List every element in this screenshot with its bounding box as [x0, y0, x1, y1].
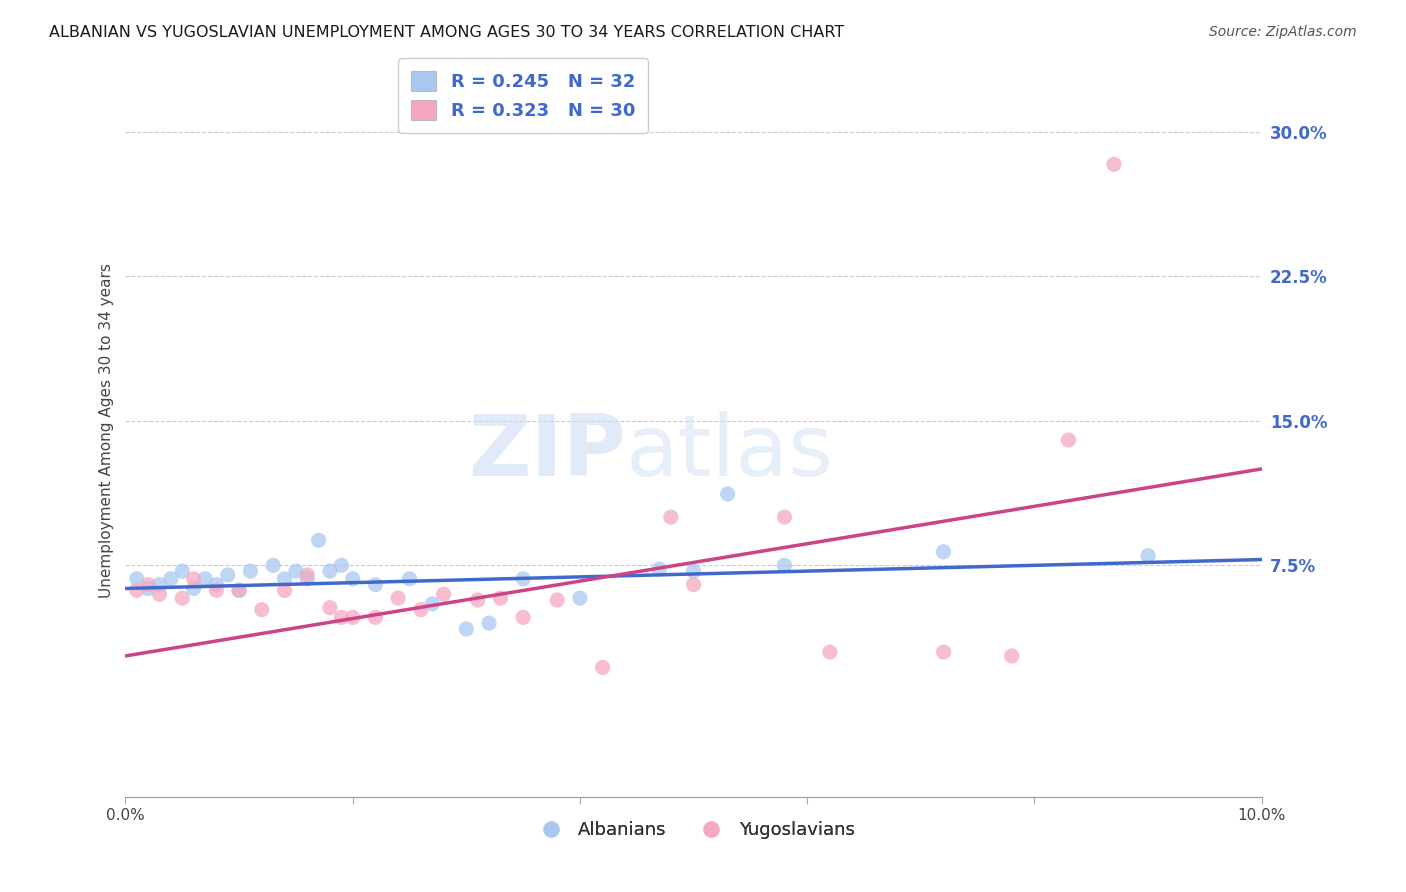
Point	[1102, 157, 1125, 171]
Point	[932, 545, 955, 559]
Point	[125, 583, 148, 598]
Legend: Albanians, Yugoslavians: Albanians, Yugoslavians	[526, 814, 862, 847]
Point	[148, 587, 170, 601]
Point	[217, 568, 239, 582]
Point	[512, 610, 534, 624]
Point	[342, 572, 364, 586]
Point	[456, 622, 478, 636]
Point	[205, 577, 228, 591]
Point	[773, 558, 796, 573]
Point	[512, 572, 534, 586]
Point	[319, 564, 342, 578]
Point	[467, 593, 489, 607]
Point	[262, 558, 284, 573]
Point	[648, 562, 671, 576]
Point	[398, 572, 420, 586]
Point	[489, 591, 512, 606]
Point	[172, 564, 194, 578]
Point	[546, 593, 568, 607]
Point	[659, 510, 682, 524]
Point	[250, 602, 273, 616]
Point	[932, 645, 955, 659]
Point	[330, 558, 353, 573]
Point	[228, 583, 250, 598]
Point	[273, 572, 295, 586]
Point	[342, 610, 364, 624]
Point	[183, 572, 205, 586]
Point	[1137, 549, 1160, 563]
Point	[433, 587, 456, 601]
Point	[364, 577, 387, 591]
Point	[330, 610, 353, 624]
Point	[420, 597, 443, 611]
Point	[682, 577, 704, 591]
Point	[478, 616, 501, 631]
Point	[308, 533, 330, 548]
Point	[160, 572, 183, 586]
Point	[136, 582, 159, 596]
Point	[364, 610, 387, 624]
Point	[297, 572, 319, 586]
Point	[592, 660, 614, 674]
Point	[1001, 648, 1024, 663]
Point	[387, 591, 409, 606]
Point	[183, 582, 205, 596]
Point	[818, 645, 841, 659]
Point	[1057, 433, 1080, 447]
Point	[773, 510, 796, 524]
Text: Source: ZipAtlas.com: Source: ZipAtlas.com	[1209, 25, 1357, 39]
Point	[568, 591, 591, 606]
Point	[125, 572, 148, 586]
Point	[717, 487, 740, 501]
Text: ALBANIAN VS YUGOSLAVIAN UNEMPLOYMENT AMONG AGES 30 TO 34 YEARS CORRELATION CHART: ALBANIAN VS YUGOSLAVIAN UNEMPLOYMENT AMO…	[49, 25, 845, 40]
Text: ZIP: ZIP	[468, 411, 626, 494]
Point	[228, 583, 250, 598]
Point	[409, 602, 432, 616]
Point	[682, 564, 704, 578]
Point	[297, 568, 319, 582]
Point	[148, 577, 170, 591]
Point	[239, 564, 262, 578]
Point	[284, 564, 307, 578]
Point	[205, 583, 228, 598]
Y-axis label: Unemployment Among Ages 30 to 34 years: Unemployment Among Ages 30 to 34 years	[100, 263, 114, 598]
Point	[194, 572, 217, 586]
Point	[136, 577, 159, 591]
Point	[273, 583, 295, 598]
Point	[319, 600, 342, 615]
Point	[172, 591, 194, 606]
Text: atlas: atlas	[626, 411, 834, 494]
